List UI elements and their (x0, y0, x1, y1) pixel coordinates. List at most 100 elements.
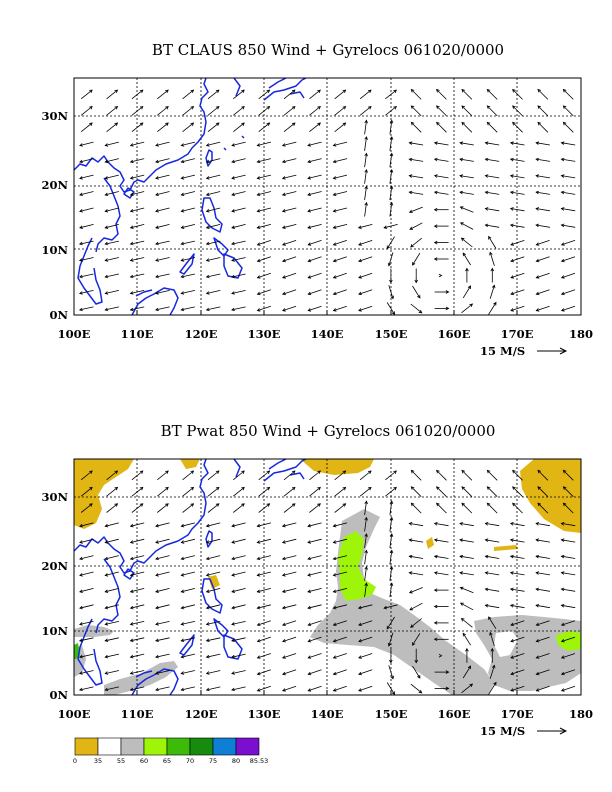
wind-arrow (359, 486, 372, 497)
wind-arrow (106, 486, 119, 497)
wind-arrow (389, 648, 393, 664)
wind-arrow (334, 122, 347, 133)
wind-arrow (364, 533, 368, 548)
wind-arrow (207, 105, 220, 116)
wind-arrow (389, 516, 394, 532)
top-x-tick: 100E (58, 327, 91, 341)
wind-arrow (510, 636, 525, 643)
bottom-panel: BT Pwat 850 Wind + Gyrelocs 061020/0000 (41, 422, 593, 738)
wind-arrow (560, 190, 576, 195)
wind-arrow (233, 105, 245, 116)
wind-arrow (484, 190, 500, 195)
wind-arrow (231, 670, 246, 675)
wind-arrow (307, 191, 322, 197)
wind-arrow (560, 604, 576, 609)
wind-arrow (104, 670, 119, 675)
wind-arrow (488, 301, 497, 315)
wind-arrow (78, 670, 94, 675)
wind-arrow (357, 604, 373, 610)
wind-arrow (560, 174, 576, 179)
pwat-moist-south-china-sea (104, 661, 178, 695)
wind-arrow (459, 141, 474, 146)
wind-arrow (205, 240, 221, 246)
bottom-scale-label: 15 M/S (480, 724, 525, 738)
wind-arrow (412, 665, 421, 679)
wind-arrow (180, 555, 195, 561)
wind-arrow (104, 240, 119, 246)
wind-arrow (332, 272, 347, 279)
wind-arrow (433, 141, 449, 146)
wind-arrow (509, 174, 525, 179)
wind-arrow (155, 604, 170, 610)
top-x-tick: 140E (311, 327, 344, 341)
wind-arrow (461, 88, 473, 100)
wind-arrow (560, 636, 576, 643)
wind-arrow (410, 469, 422, 481)
colorbar-swatch (74, 737, 99, 756)
wind-arrow (332, 538, 348, 544)
wind-arrow (256, 158, 271, 164)
wind-arrow (535, 174, 550, 179)
wind-arrow (205, 555, 221, 561)
wind-arrow (283, 122, 296, 133)
wind-arrow (106, 503, 119, 513)
wind-arrow (332, 571, 348, 577)
wind-arrow (438, 273, 443, 278)
wind-arrow (385, 486, 397, 497)
wind-arrow (560, 289, 576, 296)
wind-arrow (129, 653, 145, 659)
wind-arrow (79, 522, 94, 528)
wind-arrow (283, 470, 296, 481)
wind-arrow (180, 207, 195, 213)
wind-arrow (155, 290, 170, 295)
wind-arrow (231, 141, 246, 147)
wind-arrow (410, 237, 422, 248)
wind-arrow (180, 653, 195, 659)
bottom-reference-vector: 15 M/S (480, 724, 568, 738)
wind-arrow (104, 141, 119, 147)
wind-arrow (182, 503, 195, 513)
top-y-axis: 0N 10N 20N 30N (41, 109, 68, 322)
wind-arrow (433, 538, 449, 543)
wind-arrow (129, 571, 145, 577)
wind-arrow (509, 141, 525, 146)
colorbar-label: 65 (163, 757, 171, 765)
wind-arrow (459, 222, 474, 230)
wind-arrow (389, 533, 394, 548)
colorbar-label: 80 (232, 757, 240, 765)
wind-arrow (307, 604, 322, 610)
wind-arrow (332, 636, 347, 643)
wind-arrow (205, 621, 221, 626)
colorbar-label: 0 (73, 757, 77, 765)
wind-arrow (157, 122, 169, 133)
top-x-tick: 110E (121, 327, 154, 341)
wind-arrow (205, 306, 221, 312)
wind-arrow (231, 588, 246, 593)
wind-arrow (180, 240, 195, 246)
wind-arrow (512, 469, 523, 481)
wind-arrow (461, 486, 473, 497)
bottom-y-tick: 10N (41, 624, 68, 638)
wind-arrow (129, 538, 145, 544)
wind-arrow (412, 633, 421, 646)
wind-arrow (509, 207, 525, 212)
wind-arrow (562, 121, 574, 133)
wind-arrow (256, 604, 271, 610)
pwat-dry-patch (180, 459, 200, 469)
wind-arrow (433, 257, 449, 261)
wind-arrow (410, 88, 422, 100)
wind-arrow (358, 669, 373, 676)
wind-arrow (537, 469, 549, 481)
wind-arrow (387, 252, 394, 267)
wind-arrow (510, 620, 525, 626)
wind-arrow (79, 571, 94, 577)
wind-arrow (412, 285, 421, 299)
wind-arrow (388, 665, 394, 680)
wind-arrow (205, 290, 221, 295)
wind-arrow (332, 604, 348, 610)
wind-arrow (332, 141, 348, 147)
wind-arrow (307, 555, 322, 561)
wind-arrow (435, 469, 447, 481)
wind-arrow (78, 637, 94, 642)
wind-arrow (408, 522, 424, 527)
